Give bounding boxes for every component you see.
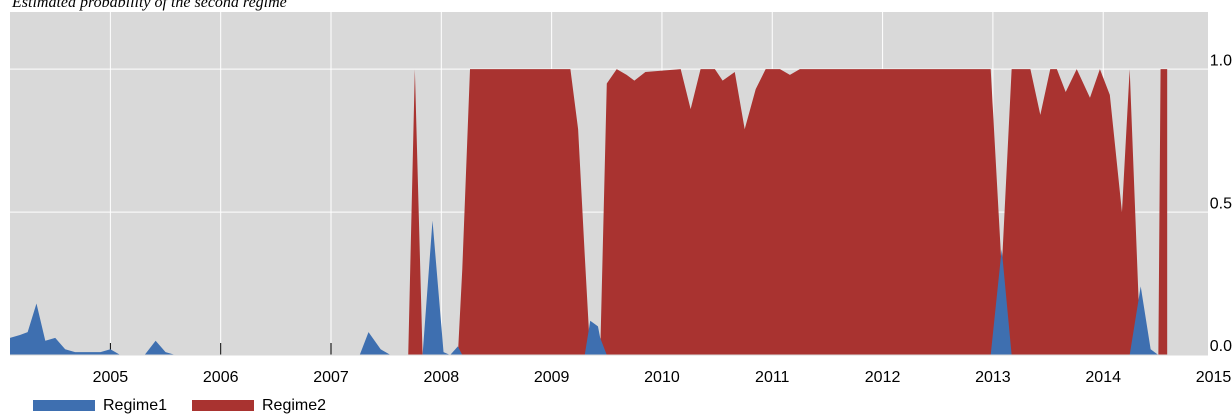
x-tick-label: 2014 (1085, 369, 1121, 386)
y-tick-label: 0.5 (1210, 195, 1232, 212)
y-tick-label: 0.0 (1210, 338, 1232, 355)
legend-label: Regime2 (262, 397, 326, 414)
x-tick-label: 2006 (203, 369, 239, 386)
x-tick-label: 2007 (313, 369, 349, 386)
legend-label: Regime1 (103, 397, 167, 414)
legend-swatch (33, 400, 95, 411)
area (10, 69, 1168, 356)
y-tick-label: 1.0 (1210, 52, 1232, 69)
x-tick-label: 2011 (755, 369, 790, 386)
x-tick-label: 2008 (424, 369, 460, 386)
x-tick-label: 2009 (534, 369, 570, 386)
x-tick-label: 2010 (644, 369, 680, 386)
chart-title: Estimated probability of the second regi… (11, 0, 287, 11)
x-tick-label: 2015 (1196, 369, 1232, 386)
x-tick-label: 2013 (975, 369, 1011, 386)
x-tick-label: 2005 (93, 369, 129, 386)
x-tick-label: 2012 (865, 369, 901, 386)
legend-swatch (192, 400, 254, 411)
